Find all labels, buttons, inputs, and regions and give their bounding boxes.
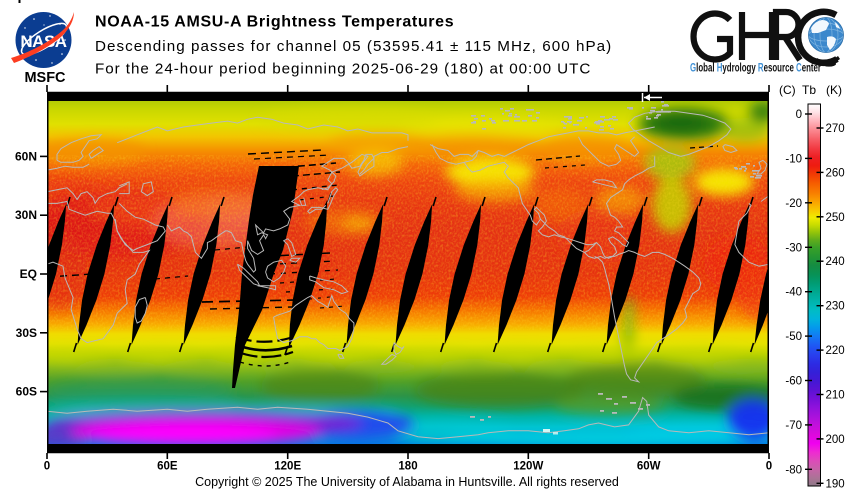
svg-text:-70: -70 [785,420,802,432]
svg-text:270: 270 [826,123,845,135]
svg-text:240: 240 [826,256,845,268]
svg-text:Descending passes for channel: Descending passes for channel 05 (53595.… [95,38,612,55]
svg-text:NOAA-15 AMSU-A Brightness Temp: NOAA-15 AMSU-A Brightness Temperatures [95,14,454,31]
svg-text:MSFC: MSFC [24,70,66,86]
svg-text:200: 200 [826,434,845,446]
svg-text:230: 230 [826,301,845,313]
svg-text:Global Hydrology Resource Cent: Global Hydrology Resource Center [690,61,821,75]
svg-text:60N: 60N [15,149,37,163]
svg-text:30N: 30N [15,208,37,222]
svg-text:-50: -50 [785,331,802,343]
svg-text:0: 0 [766,461,772,473]
svg-text:-10: -10 [785,153,802,165]
svg-text:190: 190 [826,478,845,490]
svg-text:Copyright © 2025 The Universit: Copyright © 2025 The University of Alaba… [195,475,619,489]
svg-text:-20: -20 [785,198,802,210]
svg-text:Tb: Tb [802,83,816,97]
svg-text:30S: 30S [16,326,37,340]
svg-text:60E: 60E [157,461,178,473]
svg-text:220: 220 [826,345,845,357]
svg-text:(C): (C) [779,83,796,97]
svg-text:180: 180 [398,461,417,473]
svg-text:210: 210 [826,390,845,402]
svg-text:For the 24-hour period beginni: For the 24-hour period beginning 2025-06… [95,61,591,78]
svg-text:-30: -30 [785,242,802,254]
svg-text:60W: 60W [637,461,661,473]
svg-text:(K): (K) [826,83,842,97]
svg-text:0: 0 [796,109,802,121]
svg-text:-60: -60 [785,376,802,388]
svg-text:120E: 120E [274,461,301,473]
svg-text:250: 250 [826,212,845,224]
svg-text:0: 0 [44,461,50,473]
svg-text:-80: -80 [785,464,802,476]
svg-text:EQ: EQ [20,267,37,281]
svg-text:120W: 120W [513,461,543,473]
svg-text:60S: 60S [16,385,37,399]
svg-text:-40: -40 [785,287,802,299]
svg-text:260: 260 [826,167,845,179]
